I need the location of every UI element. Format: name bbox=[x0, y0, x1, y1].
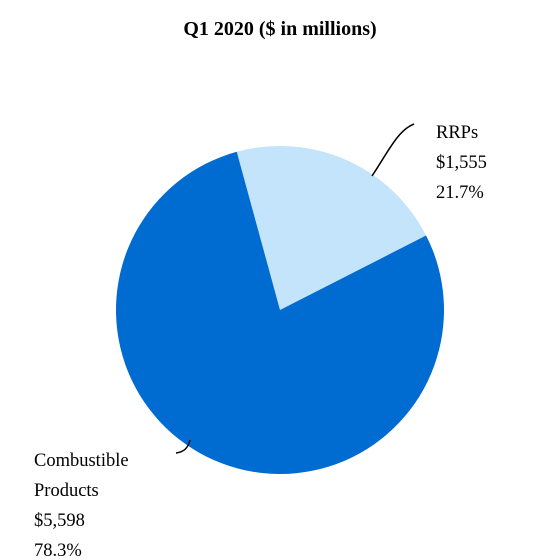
pie-slices bbox=[115, 145, 444, 474]
combustible-percent: 78.3% bbox=[34, 541, 82, 560]
pie-slice-combustible-products bbox=[115, 151, 444, 474]
chart-title: Q1 2020 ($ in millions) bbox=[183, 18, 377, 40]
rrps-label: RRPs bbox=[436, 123, 478, 143]
combustible-leader-line bbox=[175, 439, 191, 454]
combustible-value: $5,598 bbox=[34, 511, 85, 531]
rrps-percent: 21.7% bbox=[436, 183, 484, 203]
combustible-label-line2: Products bbox=[34, 481, 99, 501]
rrps-value: $1,555 bbox=[436, 153, 487, 173]
rrps-leader-line bbox=[371, 123, 415, 177]
combustible-label-line1: Combustible bbox=[34, 451, 129, 471]
pie-slice-rrps bbox=[236, 145, 427, 310]
